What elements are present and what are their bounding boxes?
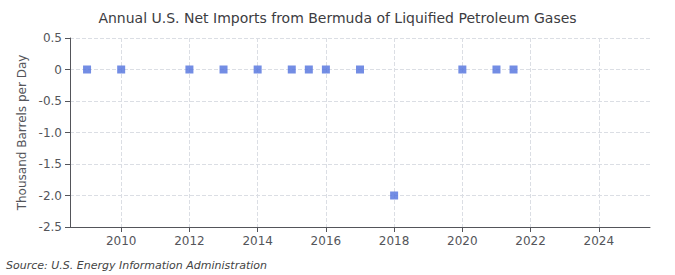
svg-text:2024: 2024 xyxy=(584,234,615,248)
svg-text:2020: 2020 xyxy=(447,234,478,248)
svg-text:-2.5: -2.5 xyxy=(39,220,62,234)
svg-text:-1.0: -1.0 xyxy=(39,126,62,140)
svg-text:-1.5: -1.5 xyxy=(39,157,62,171)
svg-text:Source: U.S. Energy Informatio: Source: U.S. Energy Information Administ… xyxy=(6,259,267,272)
svg-text:-2.0: -2.0 xyxy=(39,189,62,203)
svg-text:0.5: 0.5 xyxy=(43,31,62,45)
svg-text:2018: 2018 xyxy=(379,234,410,248)
svg-text:-0.5: -0.5 xyxy=(39,94,62,108)
svg-text:2014: 2014 xyxy=(242,234,273,248)
svg-text:2012: 2012 xyxy=(174,234,205,248)
svg-text:2022: 2022 xyxy=(515,234,546,248)
svg-text:2016: 2016 xyxy=(311,234,342,248)
svg-text:0: 0 xyxy=(54,63,62,77)
svg-text:Annual U.S. Net Imports from B: Annual U.S. Net Imports from Bermuda of … xyxy=(98,10,576,26)
svg-text:Thousand Barrels per Day: Thousand Barrels per Day xyxy=(15,55,29,212)
svg-text:2010: 2010 xyxy=(106,234,137,248)
